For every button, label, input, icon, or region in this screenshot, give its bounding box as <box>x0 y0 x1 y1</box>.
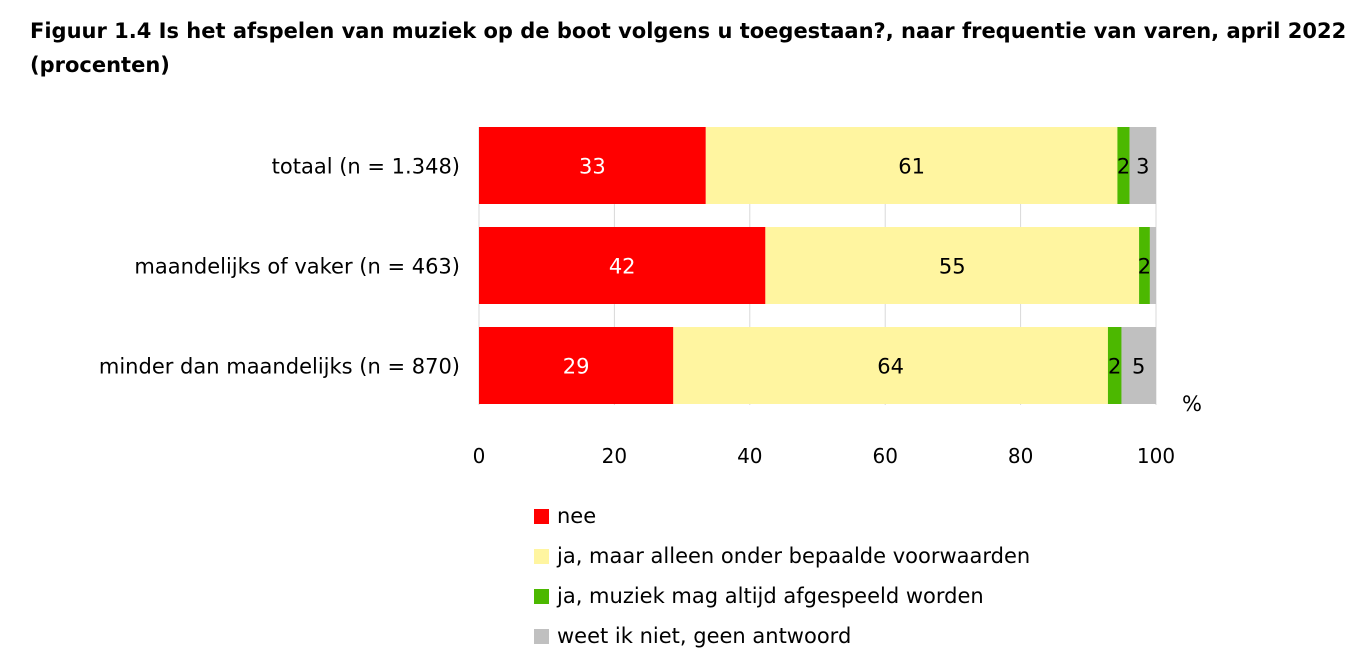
bar-segment <box>1121 327 1156 404</box>
data-label: 2 <box>1138 255 1151 279</box>
category-label: totaal (n = 1.348) <box>272 155 460 179</box>
legend-item: ja, muziek mag altijd afgespeeld worden <box>534 576 1030 616</box>
legend: nee ja, maar alleen onder bepaalde voorwa… <box>534 496 1030 656</box>
x-tick-label: 0 <box>473 444 486 468</box>
legend-item: ja, maar alleen onder bepaalde voorwaard… <box>534 536 1030 576</box>
x-axis-ticks: 0 20 40 60 80 100 <box>473 444 1175 468</box>
legend-label: ja, maar alleen onder bepaalde voorwaard… <box>557 544 1031 568</box>
legend-swatch <box>534 588 549 604</box>
bar-segment <box>705 127 1118 204</box>
bar-segment <box>479 127 706 204</box>
category-label: minder dan maandelijks (n = 870) <box>99 355 460 379</box>
data-label: 55 <box>939 255 966 279</box>
legend-item: nee <box>534 496 1030 536</box>
bar-segment <box>673 327 1108 404</box>
data-label: 29 <box>563 355 590 379</box>
legend-label: weet ik niet, geen antwoord <box>557 624 852 648</box>
x-axis-unit-label: % <box>1182 392 1202 416</box>
data-label: 42 <box>609 255 636 279</box>
legend-item: weet ik niet, geen antwoord <box>534 616 1030 656</box>
legend-label: ja, muziek mag altijd afgespeeld worden <box>557 584 984 608</box>
x-tick-label: 80 <box>1008 444 1033 468</box>
legend-label: nee <box>557 504 597 528</box>
data-label: 3 <box>1136 155 1149 179</box>
bar-segment <box>1129 127 1156 204</box>
data-label: 64 <box>877 355 904 379</box>
bar-segment <box>479 227 766 304</box>
x-tick-label: 100 <box>1137 444 1175 468</box>
category-labels: totaal (n = 1.348) maandelijks of vaker (… <box>99 155 460 379</box>
chart-title: Figuur 1.4 Is het afspelen van muziek op… <box>30 19 1347 77</box>
data-label: 5 <box>1132 355 1145 379</box>
data-label: 33 <box>579 155 606 179</box>
legend-swatch <box>534 548 549 564</box>
bar-segment <box>1139 227 1150 304</box>
x-tick-label: 20 <box>602 444 627 468</box>
data-label: 2 <box>1108 355 1121 379</box>
data-label: 2 <box>1117 155 1130 179</box>
bar-segment <box>479 327 674 404</box>
bars: 33 61 2 342 55 229 64 2 5 <box>479 127 1156 404</box>
bar-segment <box>765 227 1140 304</box>
category-label: maandelijks of vaker (n = 463) <box>134 255 460 279</box>
bar-segment <box>1117 127 1130 204</box>
legend-swatch <box>534 508 549 524</box>
x-tick-label: 40 <box>737 444 762 468</box>
bar-segment <box>1149 227 1156 304</box>
bar-segment <box>1107 327 1122 404</box>
legend-swatch <box>534 628 549 644</box>
x-tick-label: 60 <box>872 444 897 468</box>
data-label: 61 <box>898 155 925 179</box>
